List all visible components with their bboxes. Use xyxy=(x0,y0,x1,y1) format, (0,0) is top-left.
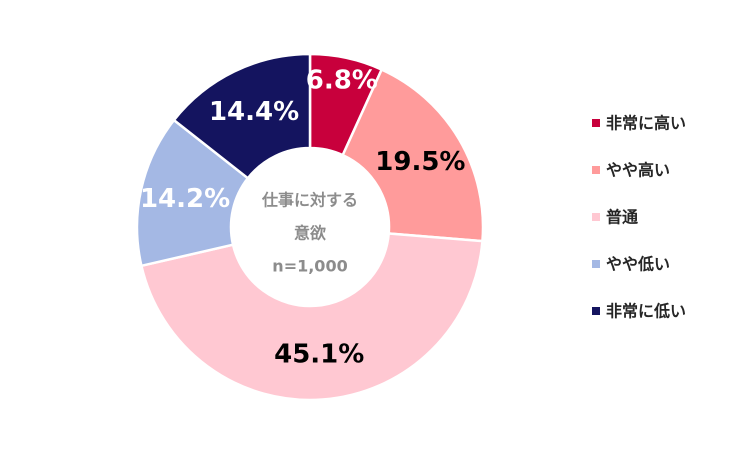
legend-label-2: やや高い xyxy=(606,161,670,180)
legend-swatch-4 xyxy=(592,260,600,268)
legend-label-4: やや低い xyxy=(606,255,670,274)
value-label-3: 45.1% xyxy=(274,340,364,370)
legend-label-5: 非常に低い xyxy=(606,302,686,321)
value-labels: 6.8% 19.5% 45.1% 14.2% 14.4% xyxy=(140,65,465,369)
legend-label-1: 非常に高い xyxy=(606,114,686,133)
value-label-2: 19.5% xyxy=(375,147,465,177)
value-label-5: 14.4% xyxy=(209,97,299,127)
slice-3 xyxy=(139,232,484,402)
donut-slices xyxy=(135,52,485,402)
legend-swatch-5 xyxy=(592,307,600,315)
center-label: 仕事に対する 意欲 n=1,000 xyxy=(261,191,358,276)
value-label-1: 6.8% xyxy=(306,65,378,95)
slice-2 xyxy=(341,67,485,243)
legend-label-3: 普通 xyxy=(606,208,638,227)
value-label-4: 14.2% xyxy=(140,184,230,214)
legend-swatch-2 xyxy=(592,166,600,174)
slice-5 xyxy=(172,52,312,180)
center-title-line2: 意欲 xyxy=(294,224,326,243)
legend-swatch-1 xyxy=(592,119,600,127)
legend-swatch-3 xyxy=(592,213,600,221)
center-title-line1: 仕事に対する xyxy=(261,191,358,210)
sample-size-label: n=1,000 xyxy=(272,257,347,276)
